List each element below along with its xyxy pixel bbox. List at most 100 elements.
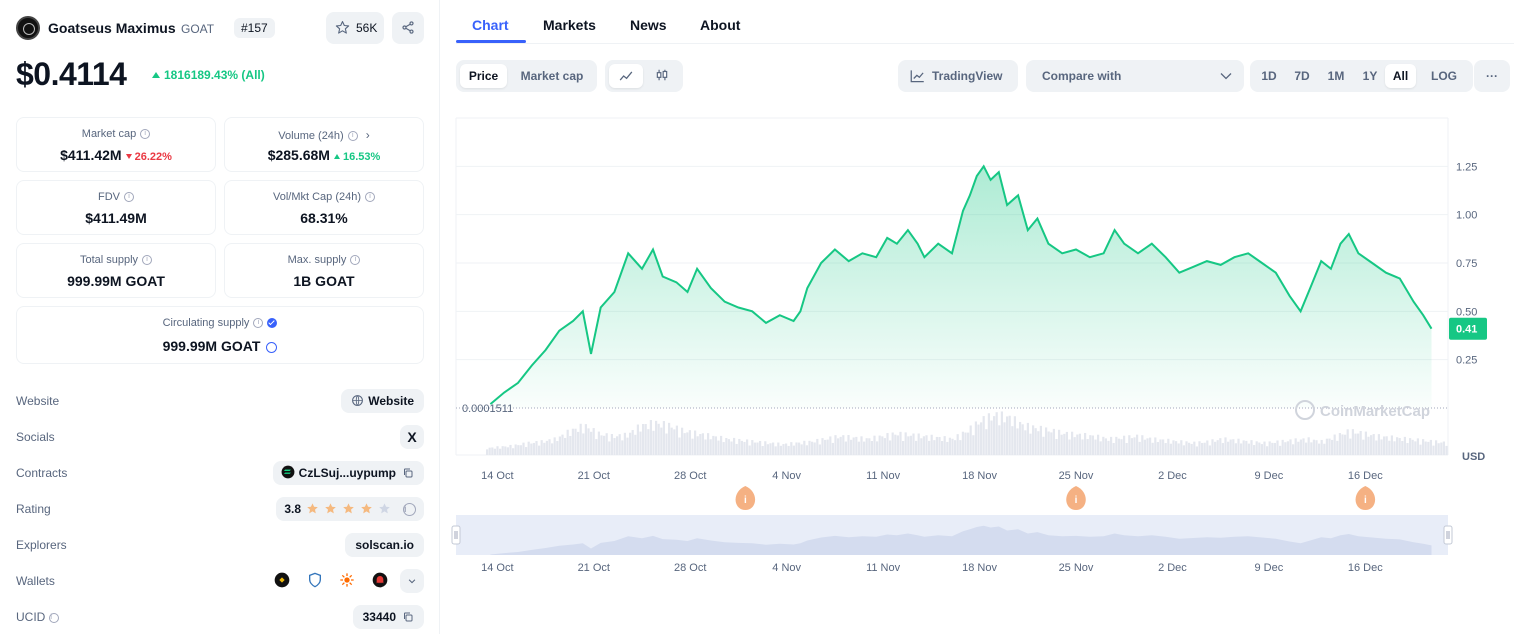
tradingview-button[interactable]: TradingView — [898, 60, 1018, 92]
ucid-copy-button[interactable]: 33440 — [352, 605, 424, 629]
range-1d[interactable]: 1D — [1261, 69, 1277, 83]
info-icon[interactable]: i — [347, 131, 358, 142]
tab-about[interactable]: About — [700, 17, 741, 33]
volume-bar — [1099, 441, 1102, 455]
volume-bar — [982, 416, 985, 455]
stat-circulating-supply-value: 999.99M GOAT — [162, 338, 261, 354]
volume-bar — [652, 430, 655, 455]
tradingview-label: TradingView — [932, 69, 1003, 83]
range-navigator[interactable] — [451, 515, 1453, 555]
explorer-button[interactable]: solscan.io — [345, 533, 424, 557]
volume-bar — [701, 433, 704, 455]
stat-market-cap: Market cap i $411.42M 26.22% — [16, 117, 216, 172]
volume-bar — [1047, 431, 1050, 455]
coin-name: Goatseus Maximus — [48, 20, 176, 36]
range-7d[interactable]: 7D — [1294, 69, 1310, 83]
candlestick-toggle[interactable] — [645, 64, 679, 88]
volume-bar — [675, 425, 678, 455]
wallet-2-button[interactable] — [302, 569, 327, 593]
volume-bar — [714, 436, 717, 455]
more-options-button[interactable]: ··· — [1474, 60, 1510, 92]
info-icon[interactable]: i — [49, 612, 60, 623]
x-social-button[interactable]: X — [400, 425, 424, 449]
volume-bar — [642, 423, 645, 455]
tab-markets[interactable]: Markets — [543, 17, 596, 33]
volume-bar — [665, 433, 668, 455]
log-toggle[interactable]: LOG — [1431, 69, 1457, 83]
volume-bar — [1273, 442, 1276, 455]
line-chart-toggle[interactable] — [609, 64, 643, 88]
volume-bar — [954, 440, 957, 455]
volume-bar — [1242, 440, 1245, 455]
x-tick-label: 14 Oct — [481, 470, 513, 482]
info-icon[interactable]: i — [365, 192, 376, 203]
range-all[interactable]: All — [1385, 64, 1416, 88]
volume-bar — [584, 424, 587, 455]
navigator-x-tick-label: 2 Dec — [1158, 562, 1187, 574]
volume-bar — [959, 440, 962, 455]
price-chart[interactable]: 0.0001511 0.250.500.751.001.25 0.41 USD … — [440, 100, 1514, 580]
rating-badge[interactable]: 3.8 i — [276, 497, 424, 521]
volume-bar — [522, 442, 525, 455]
info-icon[interactable]: i — [403, 503, 416, 517]
event-marker-glyph: i — [1075, 495, 1078, 506]
volume-bar — [850, 439, 853, 455]
volume-bar — [1268, 441, 1271, 455]
volume-bar — [743, 441, 746, 455]
row-explorers-value: solscan.io — [345, 533, 424, 557]
volume-bar — [1208, 445, 1211, 455]
x-axis-ticks: 14 Oct 21 Oct 28 Oct 4 Nov 11 Nov 18 Nov 25 No… — [481, 470, 1383, 482]
volume-bar — [922, 436, 925, 455]
stat-total-supply-value: 999.99M GOAT — [67, 273, 165, 289]
tab-chart[interactable]: Chart — [472, 17, 509, 33]
compare-label: Compare with — [1042, 69, 1122, 83]
wallet-coin-icon — [274, 572, 290, 588]
wallet-3-button[interactable] — [335, 569, 360, 593]
volume-bar — [1198, 441, 1201, 455]
volume-bar — [717, 440, 720, 455]
tab-news[interactable]: News — [630, 17, 667, 33]
volume-bar — [1354, 433, 1357, 455]
volume-bar — [629, 432, 632, 455]
volume-bar — [540, 440, 543, 455]
ucid-value: 33440 — [362, 610, 396, 624]
volume-bar — [535, 441, 538, 455]
star-icon — [335, 21, 350, 34]
info-icon[interactable]: i — [124, 192, 134, 203]
compare-with-dropdown[interactable]: Compare with — [1026, 60, 1244, 92]
copy-icon[interactable] — [402, 467, 414, 479]
stat-fdv-label-row: FDV i — [17, 191, 215, 203]
info-icon[interactable]: i — [253, 318, 264, 329]
share-button[interactable] — [392, 12, 424, 44]
volume-bar — [1063, 433, 1066, 455]
rating-star-icon — [325, 503, 336, 514]
x-tick-label: 25 Nov — [1059, 470, 1094, 482]
volume-bar — [1302, 438, 1305, 455]
volume-bar — [889, 440, 892, 455]
stat-market-cap-change-value: 26.22% — [134, 151, 172, 163]
wallets-expand-button[interactable] — [400, 569, 424, 593]
stat-volume[interactable]: Volume (24h) i › $285.68M 16.53% — [224, 117, 424, 172]
volume-bar — [649, 420, 652, 455]
volume-bar — [1227, 441, 1230, 455]
wallet-1-button[interactable] — [270, 569, 295, 593]
stat-volume-label-row: Volume (24h) i › — [225, 128, 423, 142]
range-1m[interactable]: 1M — [1327, 69, 1345, 83]
contract-address-button[interactable]: CzLSuj...uypump — [272, 461, 424, 485]
info-icon[interactable]: i — [142, 255, 153, 266]
wallet-4-button[interactable] — [367, 569, 392, 593]
volume-bar — [909, 435, 912, 455]
info-icon[interactable]: i — [140, 129, 151, 140]
volume-bar — [855, 436, 858, 455]
market-cap-toggle[interactable]: Market cap — [520, 69, 584, 83]
info-icon[interactable]: i — [350, 255, 361, 266]
volume-bar — [1271, 442, 1274, 455]
website-button[interactable]: Website — [341, 389, 424, 413]
volume-bar — [618, 434, 621, 455]
x-tick-label: 4 Nov — [772, 470, 801, 482]
range-1y[interactable]: 1Y — [1362, 69, 1378, 83]
price-toggle[interactable]: Price — [460, 64, 507, 88]
row-ucid: UCID i 33440 — [16, 605, 424, 629]
watchlist-button[interactable]: 56K — [326, 12, 384, 44]
volume-bar — [1164, 443, 1167, 455]
